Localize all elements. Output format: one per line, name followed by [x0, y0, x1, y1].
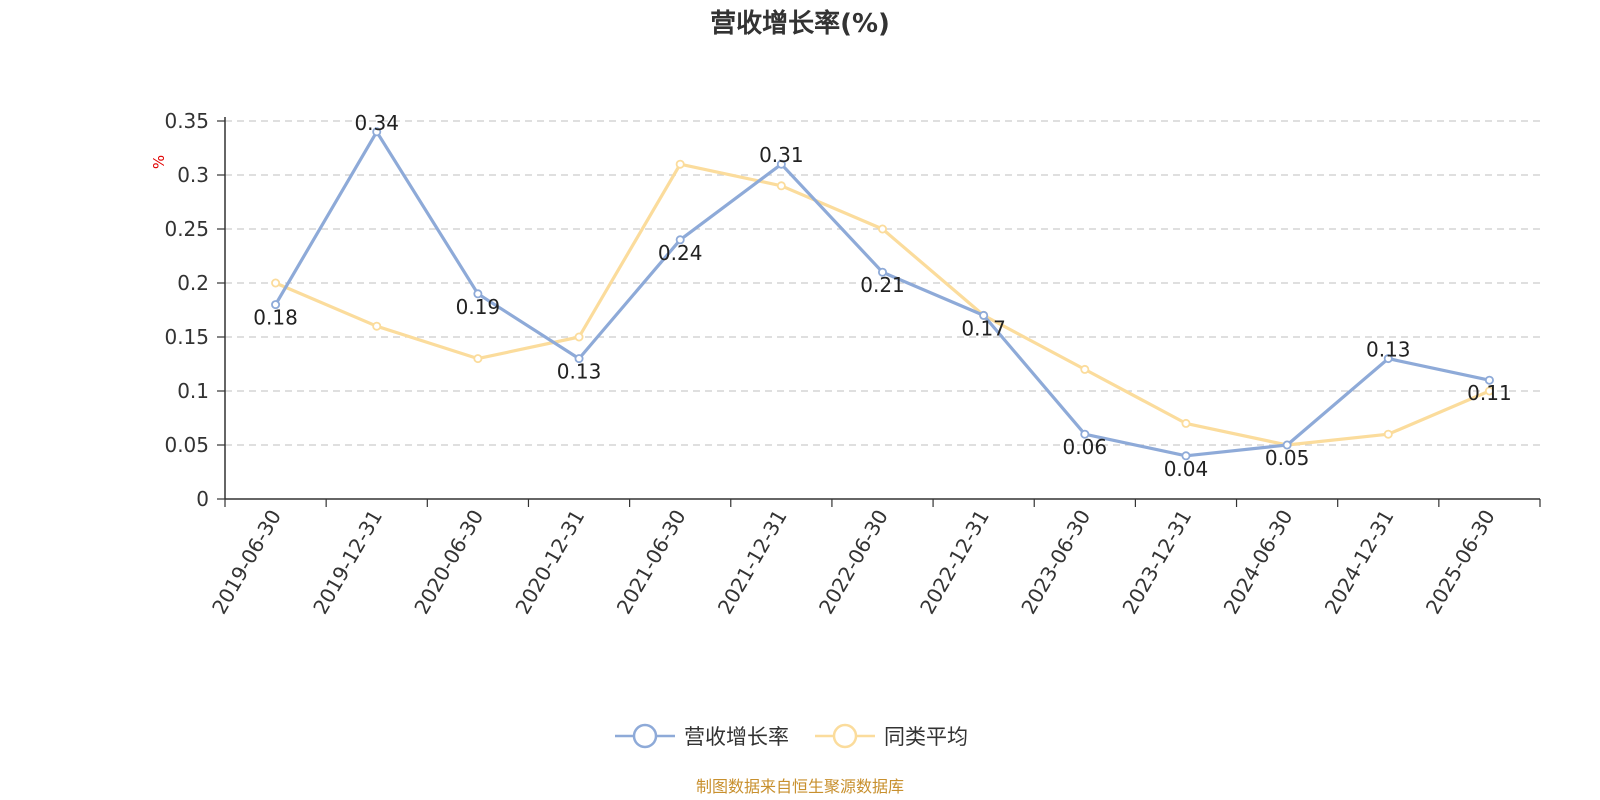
- data-label: 0.05: [1265, 446, 1310, 470]
- y-tick-label: 0.2: [177, 271, 209, 295]
- y-axis-unit: %: [150, 155, 168, 169]
- data-point: [1484, 375, 1494, 385]
- data-point: [878, 224, 888, 234]
- data-point: [372, 321, 382, 331]
- y-tick-label: 0.25: [164, 217, 209, 241]
- data-label: 0.11: [1467, 381, 1512, 405]
- axes: [217, 117, 1541, 507]
- data-label: 0.24: [658, 241, 703, 265]
- data-label: 0.13: [557, 360, 602, 384]
- data-label: 0.04: [1164, 457, 1209, 481]
- data-point: [675, 235, 685, 245]
- x-tick-label: 2021-06-30: [612, 506, 691, 619]
- data-point: [675, 159, 685, 169]
- data-label: 0.17: [961, 316, 1006, 340]
- data-point: [271, 278, 281, 288]
- legend-label: 营收增长率: [684, 725, 789, 749]
- data-point: [473, 289, 483, 299]
- data-label: 0.06: [1063, 435, 1108, 459]
- data-label: 0.21: [860, 273, 905, 297]
- data-label: 0.13: [1366, 338, 1411, 362]
- y-tick-label: 0.3: [177, 163, 209, 187]
- series-layer: [271, 127, 1494, 461]
- data-point: [1181, 418, 1191, 428]
- data-point: [1181, 451, 1191, 461]
- data-label: 0.19: [456, 295, 501, 319]
- x-tick-label: 2019-12-31: [308, 506, 387, 619]
- x-tick-label: 2022-06-30: [814, 506, 893, 619]
- x-tick-label: 2024-06-30: [1219, 506, 1298, 619]
- data-point: [574, 354, 584, 364]
- data-point: [1080, 429, 1090, 439]
- data-point: [1383, 354, 1393, 364]
- x-tick-label: 2020-06-30: [409, 506, 488, 619]
- legend-label: 同类平均: [884, 725, 968, 749]
- data-point: [776, 181, 786, 191]
- legend-marker: [632, 723, 658, 749]
- y-tick-label: 0.1: [177, 379, 209, 403]
- grid-lines: [225, 120, 1540, 446]
- y-tick-label: 0.05: [164, 433, 209, 457]
- chart-title: 营收增长率(%): [710, 8, 890, 39]
- data-point: [1383, 429, 1393, 439]
- x-tick-label: 2021-12-31: [713, 506, 792, 619]
- data-point: [372, 127, 382, 137]
- data-point: [473, 354, 483, 364]
- x-tick-label: 2024-12-31: [1320, 506, 1399, 619]
- data-point: [1484, 386, 1494, 396]
- x-tick-label: 2023-12-31: [1117, 506, 1196, 619]
- data-label: 0.18: [253, 306, 298, 330]
- x-tick-label: 2025-06-30: [1421, 506, 1500, 619]
- legend: 营收增长率 同类平均: [615, 723, 968, 749]
- data-point: [776, 159, 786, 169]
- y-tick-label: 0: [196, 487, 209, 511]
- data-labels: 0.18 0.34 0.19 0.13 0.24 0.31 0.21 0.17 0.06 0.04…: [253, 111, 1511, 481]
- x-tick-label: 2019-06-30: [207, 506, 286, 619]
- x-tick-label: 2023-06-30: [1016, 506, 1095, 619]
- x-tick-labels: 2019-06-30 2019-12-31 2020-06-30 2020-12-31…: [207, 506, 1500, 619]
- data-label: 0.34: [354, 111, 399, 135]
- data-label: 0.31: [759, 143, 804, 167]
- y-tick-label: 0.35: [164, 109, 209, 133]
- legend-marker: [832, 723, 858, 749]
- data-point: [878, 267, 888, 277]
- y-tick-label: 0.15: [164, 325, 209, 349]
- source-note: 制图数据来自恒生聚源数据库: [696, 777, 904, 796]
- x-tick-label: 2020-12-31: [510, 506, 589, 619]
- x-tick-label: 2022-12-31: [915, 506, 994, 619]
- data-point: [574, 332, 584, 342]
- data-point: [1282, 440, 1292, 450]
- y-tick-labels: 0 0.05 0.1 0.15 0.2 0.25 0.3 0.35: [164, 109, 209, 511]
- data-point: [271, 300, 281, 310]
- data-point: [979, 310, 989, 320]
- data-point: [1080, 364, 1090, 374]
